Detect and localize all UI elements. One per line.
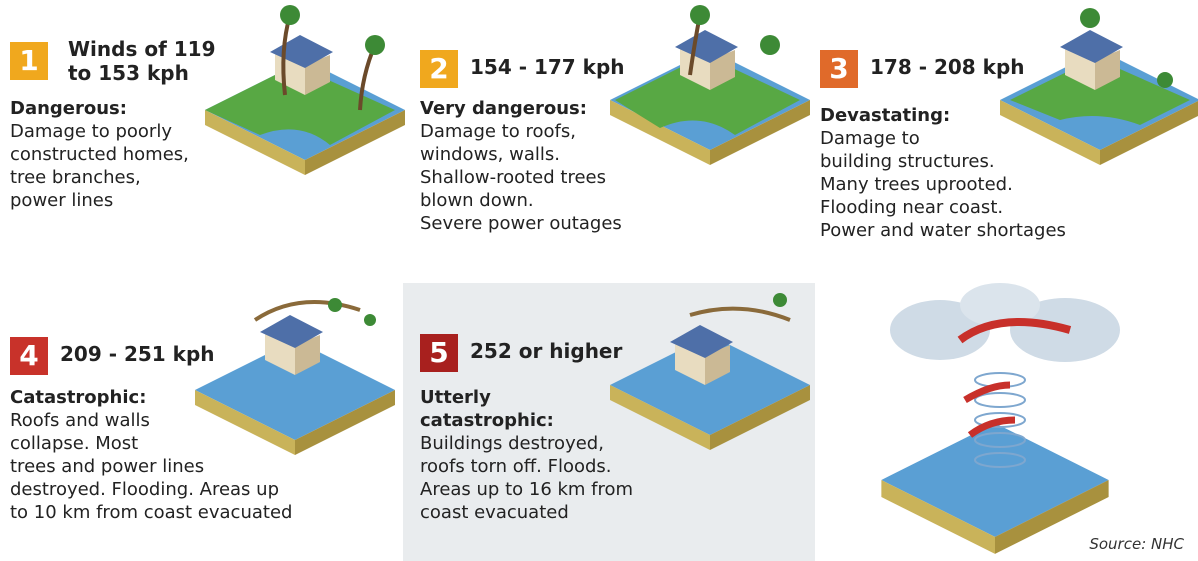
category-description: Roofs and walls <box>10 409 150 432</box>
category-badge: 2 <box>420 50 458 88</box>
category-description: Many trees uprooted. <box>820 173 1013 196</box>
category-description: building structures. <box>820 150 995 173</box>
category-description: blown down. <box>420 189 534 212</box>
category-description: Buildings destroyed, <box>420 432 604 455</box>
category-title: 154 - 177 kph <box>470 56 625 79</box>
illustration-hurricane <box>881 283 1120 554</box>
illustration-cat2 <box>610 5 810 165</box>
category-description: Damage to <box>820 127 920 150</box>
category-badge: 4 <box>10 337 48 375</box>
category-heading: Catastrophic: <box>10 386 146 409</box>
category-description: roofs torn off. Floods. <box>420 455 612 478</box>
category-description: Damage to poorly <box>10 120 172 143</box>
category-badge: 1 <box>10 42 48 80</box>
category-title: to 153 kph <box>68 62 189 85</box>
category-description: destroyed. Flooding. Areas up <box>10 478 279 501</box>
category-description: to 10 km from coast evacuated <box>10 501 292 524</box>
category-heading: Very dangerous: <box>420 97 587 120</box>
category-description: Damage to roofs, <box>420 120 576 143</box>
category-heading: Utterly <box>420 386 491 409</box>
category-description: constructed homes, <box>10 143 189 166</box>
category-description: Severe power outages <box>420 212 622 235</box>
category-title: 252 or higher <box>470 340 622 363</box>
category-description: coast evacuated <box>420 501 569 524</box>
category-description: tree branches, <box>10 166 141 189</box>
category-description: Flooding near coast. <box>820 196 1003 219</box>
category-description: trees and power lines <box>10 455 204 478</box>
category-heading: catastrophic: <box>420 409 554 432</box>
category-description: Areas up to 16 km from <box>420 478 633 501</box>
category-badge: 3 <box>820 50 858 88</box>
infographic: Source: NHC 1 Winds of 119to 153 kph Dange… <box>0 0 1198 561</box>
category-badge: 5 <box>420 334 458 372</box>
source: Source: NHC <box>1089 535 1184 553</box>
category-heading: Devastating: <box>820 104 950 127</box>
illustration-cat3 <box>1000 8 1198 165</box>
illustration-cat5 <box>610 293 810 450</box>
category-title: 178 - 208 kph <box>870 56 1025 79</box>
category-heading: Dangerous: <box>10 97 127 120</box>
illustration-cat1 <box>205 5 405 175</box>
category-description: windows, walls. <box>420 143 560 166</box>
category-title: Winds of 119 <box>68 38 216 61</box>
category-description: Shallow-rooted trees <box>420 166 606 189</box>
category-description: collapse. Most <box>10 432 138 455</box>
category-description: power lines <box>10 189 113 212</box>
illustration-cat4 <box>195 298 395 455</box>
category-description: Power and water shortages <box>820 219 1066 242</box>
category-title: 209 - 251 kph <box>60 343 215 366</box>
